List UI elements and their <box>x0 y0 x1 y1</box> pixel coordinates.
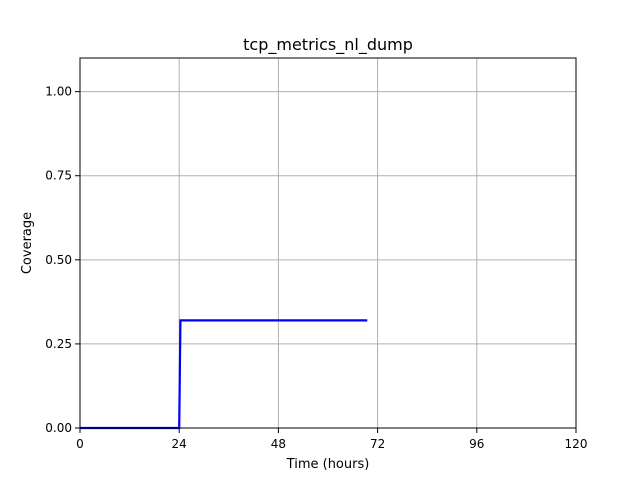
x-tick-label: 48 <box>271 437 286 451</box>
x-tick-label: 24 <box>172 437 187 451</box>
x-tick-label: 72 <box>370 437 385 451</box>
y-axis-label: Coverage <box>20 212 35 274</box>
y-tick-label: 0.75 <box>45 169 72 183</box>
ticks: 0 24 48 72 96 120 0.00 0.25 0.50 0.75 1.00 <box>45 85 587 451</box>
y-tick-label: 0.00 <box>45 421 72 435</box>
x-tick-label: 96 <box>469 437 484 451</box>
y-tick-label: 0.50 <box>45 253 72 267</box>
plot-frame <box>79 57 577 429</box>
x-tick-label: 0 <box>76 437 84 451</box>
chart-title: tcp_metrics_nl_dump <box>243 35 413 55</box>
grid <box>79 58 577 429</box>
x-axis-label: Time (hours) <box>286 457 370 472</box>
y-tick-label: 0.25 <box>45 337 72 351</box>
plot-area <box>80 58 576 428</box>
y-tick-label: 1.00 <box>45 85 72 99</box>
x-tick-label: 120 <box>565 437 588 451</box>
